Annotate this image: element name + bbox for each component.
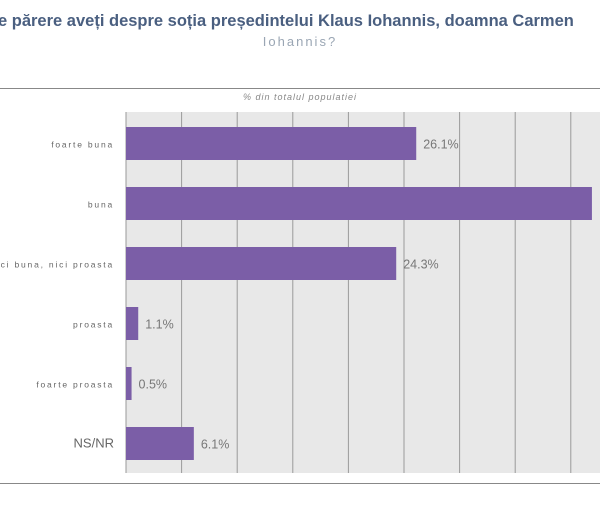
data-label: 1.1% — [145, 318, 174, 332]
category-label: proasta — [73, 320, 114, 330]
chart-title: e părere aveți despre soția președintelu… — [0, 12, 574, 30]
bar-buna — [126, 187, 592, 220]
data-label: 24.3% — [403, 258, 438, 272]
top-divider — [0, 88, 600, 89]
unit-label: % din totalul populatiei — [242, 92, 358, 102]
category-label: ci buna, nici proasta — [1, 260, 114, 270]
category-label: buna — [88, 200, 114, 210]
data-label: 26.1% — [423, 138, 458, 152]
category-label: foarte proasta — [36, 380, 114, 390]
data-label: 0.5% — [139, 378, 168, 392]
plot-area — [126, 112, 600, 473]
bar-nici-buna-nici-proasta — [126, 247, 397, 280]
category-label: foarte buna — [51, 140, 114, 150]
category-label: NS/NR — [74, 436, 114, 451]
bar-proasta — [126, 307, 139, 340]
chart-subtitle: Iohannis? — [262, 34, 338, 49]
bar-ns-nr — [126, 427, 194, 460]
bottom-divider — [0, 483, 600, 484]
data-label: 6.1% — [201, 438, 230, 452]
bar-foarte-proasta — [126, 367, 132, 400]
bar-foarte-buna — [126, 127, 417, 160]
